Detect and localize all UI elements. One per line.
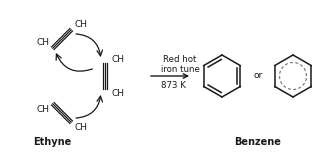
Text: CH: CH — [111, 88, 124, 97]
Text: or: or — [253, 71, 262, 81]
Text: Red hot: Red hot — [163, 55, 197, 64]
Text: Ethyne: Ethyne — [33, 137, 71, 147]
Text: CH: CH — [111, 55, 124, 64]
Text: Benzene: Benzene — [235, 137, 281, 147]
Text: CH: CH — [37, 38, 50, 47]
Text: CH: CH — [37, 105, 50, 114]
Text: CH: CH — [74, 123, 87, 132]
Text: 873 K: 873 K — [161, 81, 185, 90]
Text: iron tune: iron tune — [161, 64, 200, 74]
Text: CH: CH — [74, 20, 87, 29]
